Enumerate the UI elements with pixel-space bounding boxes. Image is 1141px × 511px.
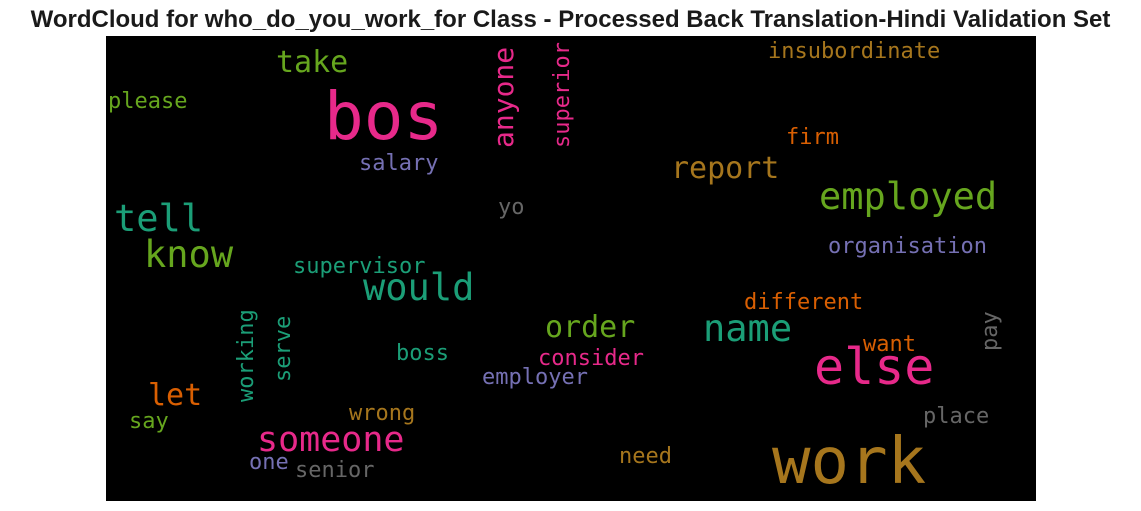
word-salary: salary [359, 151, 439, 176]
word-senior: senior [295, 458, 375, 483]
word-employer: employer [482, 365, 588, 390]
word-want: want [863, 332, 916, 357]
word-pay: pay [978, 311, 1003, 351]
word-please: please [108, 89, 188, 114]
word-tell: tell [114, 197, 204, 240]
word-working: working [234, 309, 259, 402]
word-order: order [545, 310, 636, 345]
word-superior: superior [550, 42, 575, 148]
chart-title: WordCloud for who_do_you_work_for Class … [30, 6, 1111, 33]
word-place: place [923, 404, 990, 429]
word-know: know [144, 233, 234, 276]
word-different: different [744, 290, 864, 315]
word-consider: consider [538, 346, 644, 371]
word-would: would [363, 266, 475, 309]
word-work: work [772, 425, 927, 499]
word-firm: firm [786, 125, 839, 150]
word-need: need [619, 444, 672, 469]
word-one: one [249, 450, 289, 475]
word-insubordinate: insubordinate [768, 39, 941, 64]
word-cloud: bos work else employed tell know would n… [106, 36, 1036, 501]
word-wrong: wrong [349, 401, 416, 426]
word-yo: yo [498, 195, 525, 220]
word-bos: bos [324, 78, 444, 155]
word-let: let [148, 378, 203, 413]
word-name: name [703, 307, 793, 350]
word-serve: serve [271, 315, 296, 382]
word-anyone: anyone [487, 46, 520, 148]
word-else: else [814, 338, 935, 396]
word-someone: someone [257, 420, 405, 460]
word-take: take [276, 45, 349, 80]
word-say: say [129, 409, 169, 434]
word-employed: employed [819, 175, 998, 218]
word-boss: boss [396, 341, 449, 366]
word-organisation: organisation [828, 234, 987, 259]
word-report: report [671, 151, 780, 186]
word-supervisor: supervisor [293, 254, 426, 279]
